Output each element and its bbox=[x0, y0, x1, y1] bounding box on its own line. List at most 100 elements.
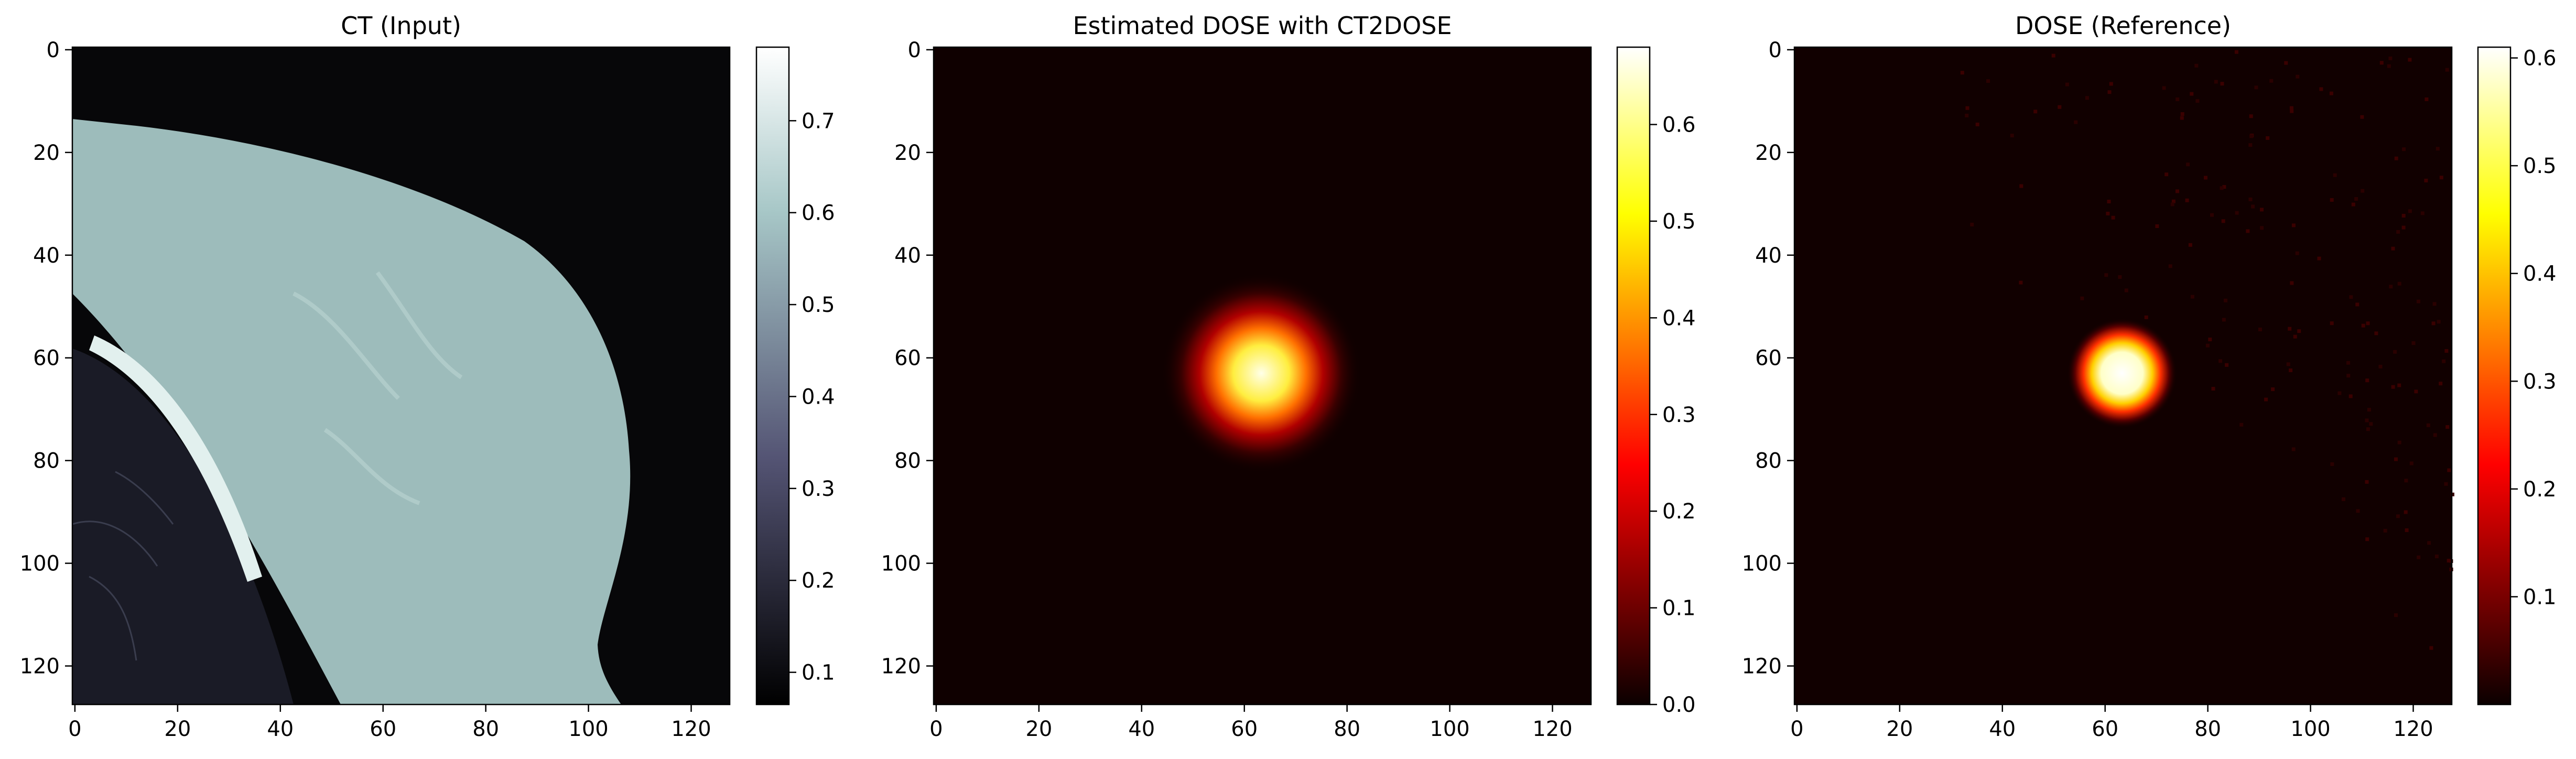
estimated-dose-image bbox=[934, 47, 1591, 704]
noise-speckle bbox=[2106, 211, 2110, 215]
colorbar-tick-label: 0.5 bbox=[1662, 210, 1696, 234]
colorbar-frame bbox=[2477, 46, 2512, 706]
panel-title: CT (Input) bbox=[341, 12, 461, 40]
noise-speckle bbox=[1970, 222, 1974, 226]
colorbar-tick-label: 0.3 bbox=[802, 477, 835, 501]
colorbar-tick-label: 0.6 bbox=[2523, 47, 2557, 71]
noise-speckle bbox=[2171, 199, 2175, 203]
x-tick-label: 120 bbox=[2393, 717, 2433, 741]
noise-speckle bbox=[2185, 198, 2189, 202]
noise-speckle bbox=[2190, 295, 2194, 299]
noise-speckle bbox=[2286, 362, 2290, 366]
noise-speckle bbox=[2447, 559, 2451, 563]
colorbar-tick-label: 0.6 bbox=[802, 201, 835, 225]
colorbar-tick-label: 0.2 bbox=[1662, 500, 1696, 524]
noise-speckle bbox=[2374, 331, 2378, 335]
noise-speckle bbox=[2254, 85, 2258, 90]
y-tick-label: 0 bbox=[1769, 38, 1782, 62]
noise-speckle bbox=[2162, 86, 2166, 90]
noise-speckle bbox=[2330, 198, 2334, 202]
reference-dose-axes: 0 20 40 60 80 100 120 0 20 40 60 80 100 120 bbox=[1742, 38, 2453, 741]
y-tick-label: 0 bbox=[47, 38, 60, 62]
noise-speckle bbox=[2351, 202, 2355, 207]
x-tick-label: 0 bbox=[68, 717, 81, 741]
noise-speckle bbox=[2445, 68, 2449, 72]
x-tick-label: 100 bbox=[568, 717, 608, 741]
noise-speckle bbox=[2317, 256, 2321, 261]
colorbar-tick-label: 0.3 bbox=[2523, 370, 2557, 394]
ct-colorbar: 0.1 0.2 0.3 0.4 0.5 0.6 0.7 bbox=[755, 46, 835, 706]
colorbar-tick-label: 0.6 bbox=[1662, 113, 1696, 137]
noise-speckle bbox=[2409, 461, 2413, 465]
noise-speckle bbox=[2085, 96, 2089, 100]
panel-title: DOSE (Reference) bbox=[2015, 12, 2231, 40]
noise-speckle bbox=[1975, 122, 1979, 126]
noise-speckle bbox=[2225, 363, 2229, 367]
noise-speckle bbox=[2175, 189, 2179, 193]
noise-speckle bbox=[2414, 389, 2418, 394]
noise-speckle bbox=[2383, 528, 2387, 533]
x-tick-label: 40 bbox=[1128, 717, 1155, 741]
y-tick-label: 40 bbox=[1755, 244, 1782, 268]
x-tick-label: 0 bbox=[929, 717, 943, 741]
noise-speckle bbox=[2019, 184, 2023, 188]
noise-speckle bbox=[2397, 281, 2401, 286]
y-tick-label: 80 bbox=[1755, 449, 1782, 473]
dose-hotspot bbox=[2067, 318, 2177, 428]
noise-speckle bbox=[2394, 457, 2398, 461]
noise-speckle bbox=[2234, 50, 2238, 54]
noise-speckle bbox=[2408, 58, 2412, 62]
noise-speckle bbox=[2387, 64, 2391, 68]
colorbar-gradient bbox=[2478, 47, 2510, 704]
noise-speckle bbox=[2346, 374, 2351, 378]
noise-speckle bbox=[2425, 97, 2429, 101]
noise-speckle bbox=[2342, 497, 2345, 501]
noise-speckle bbox=[2211, 387, 2215, 391]
x-tick-label: 0 bbox=[1790, 717, 1803, 741]
noise-speckle bbox=[2444, 482, 2448, 486]
noise-speckle bbox=[1960, 71, 1964, 75]
noise-speckle bbox=[2058, 105, 2062, 109]
colorbar-tick-label: 0.3 bbox=[1662, 403, 1696, 427]
colorbar-tick-label: 0.4 bbox=[1662, 306, 1696, 330]
y-tick-label: 60 bbox=[1755, 346, 1782, 371]
noise-speckle bbox=[2218, 359, 2223, 363]
noise-speckle bbox=[2264, 397, 2268, 402]
noise-speckle bbox=[2361, 323, 2365, 328]
x-tick-label: 40 bbox=[1989, 717, 2016, 741]
plot-frame bbox=[933, 46, 1592, 706]
panel-ct: CT (Input) 0 20 40 60 80 100 120 0 20 40 60 80 100 1… bbox=[20, 12, 835, 741]
noise-speckle bbox=[2297, 329, 2301, 333]
y-tick-label: 20 bbox=[894, 141, 921, 165]
noise-speckle bbox=[2394, 613, 2398, 617]
noise-speckle bbox=[2111, 215, 2115, 220]
noise-speckle bbox=[2388, 56, 2393, 60]
noise-speckle bbox=[2426, 423, 2430, 427]
ct-soft-tissue bbox=[72, 119, 631, 704]
colorbar-gradient bbox=[1617, 47, 1650, 704]
noise-speckle bbox=[2296, 74, 2300, 79]
noise-speckle bbox=[2401, 214, 2406, 218]
colorbar-tick-label: 0.1 bbox=[1662, 597, 1696, 621]
plot-frame bbox=[1793, 46, 2453, 706]
colorbar-tick-label: 0.5 bbox=[802, 293, 835, 317]
noise-speckle bbox=[2204, 176, 2207, 180]
noise-speckle bbox=[2290, 109, 2294, 113]
noise-speckle bbox=[2246, 229, 2250, 233]
noise-speckle bbox=[2208, 338, 2212, 342]
colorbar-tick-label: 0.4 bbox=[2523, 262, 2557, 286]
colorbar-tick-label: 0.7 bbox=[802, 109, 835, 133]
noise-speckle bbox=[2222, 185, 2226, 189]
noise-speckle bbox=[2436, 147, 2440, 151]
noise-speckle bbox=[2404, 510, 2408, 514]
noise-speckle bbox=[2271, 387, 2275, 392]
noise-speckle bbox=[2348, 394, 2353, 398]
y-tick-label: 100 bbox=[20, 552, 60, 576]
noise-speckle bbox=[2450, 492, 2454, 496]
y-tick-label: 120 bbox=[20, 655, 60, 679]
noise-speckle bbox=[2107, 90, 2112, 94]
noise-speckle bbox=[2251, 204, 2255, 209]
noise-speckle bbox=[2291, 223, 2296, 227]
noise-speckle bbox=[2155, 224, 2159, 228]
